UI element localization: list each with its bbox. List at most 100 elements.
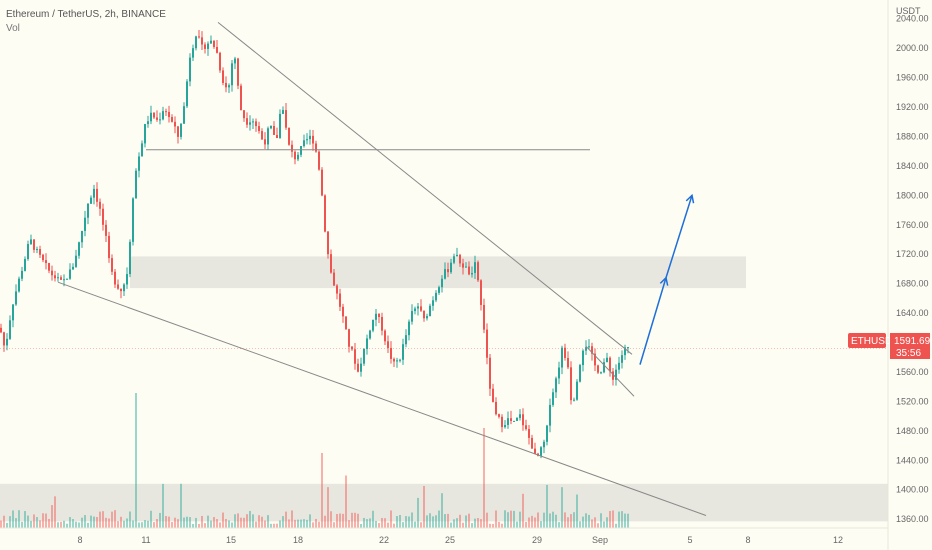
volume-bar [456, 518, 458, 528]
volume-bar [423, 486, 425, 528]
projection-arrow-2[interactable] [665, 193, 695, 279]
volume-bar [210, 520, 212, 528]
x-tick-label: 5 [687, 535, 692, 545]
volume-bar [291, 510, 293, 528]
candle [9, 315, 11, 341]
volume-bar [60, 521, 62, 528]
candle [129, 239, 131, 278]
volume-bar [228, 520, 230, 528]
volume-bar [303, 519, 305, 528]
candle [561, 345, 563, 375]
y-axis-unit: USDT [896, 6, 921, 16]
volume-bar [393, 523, 395, 528]
volume-bar [297, 519, 299, 528]
candle [390, 341, 392, 364]
volume-bar [621, 511, 623, 528]
candle [600, 371, 602, 375]
volume-bar [378, 523, 380, 528]
volume-bar [576, 494, 578, 528]
trendline-0[interactable] [217, 22, 633, 355]
volume-bar [507, 512, 509, 528]
volume-bar [261, 516, 263, 528]
volume-bar [234, 514, 236, 528]
x-tick-label: 22 [379, 535, 389, 545]
volume-bar [519, 511, 521, 528]
candle [240, 83, 242, 111]
volume-bar [39, 520, 41, 528]
volume-bar [588, 514, 590, 528]
candle [192, 44, 194, 61]
volume-bar [147, 520, 149, 528]
volume-bar [216, 519, 218, 528]
candle [93, 184, 95, 205]
candle [465, 262, 467, 268]
volume-bar [327, 487, 329, 528]
candle [372, 319, 374, 333]
volume-bar [300, 519, 302, 528]
candle [21, 266, 23, 282]
y-axis[interactable]: USDT 2040.00 2000.00 1960.00 1920.00 1880.00… [896, 6, 929, 524]
volume-bar [36, 517, 38, 528]
candle [318, 150, 320, 171]
volume-bar [309, 514, 311, 528]
volume-bar [0, 520, 2, 528]
y-tick-label: 1440.00 [896, 455, 929, 465]
volume-bar [618, 511, 620, 528]
last-price-tag: ETHUSDT 1591.69 35:56 [848, 333, 931, 359]
candle [519, 409, 521, 421]
volume-bar [594, 517, 596, 528]
candle [243, 110, 245, 122]
y-tick-label: 1840.00 [896, 161, 929, 171]
y-tick-label: 1880.00 [896, 131, 929, 141]
volume-bar [141, 522, 143, 528]
candle [195, 35, 197, 51]
candle [78, 241, 80, 259]
candle [531, 434, 533, 449]
volume-bar [318, 521, 320, 528]
candle [369, 329, 371, 340]
volume-bar [426, 515, 428, 528]
volume-bar [219, 522, 221, 528]
symbol-title: Ethereum / TetherUS, 2h, BINANCE [6, 9, 166, 20]
volume-bar [249, 510, 251, 528]
candle [432, 296, 434, 311]
x-tick-label: Sep [592, 535, 608, 545]
volume-bar [408, 516, 410, 528]
y-tick-label: 1640.00 [896, 308, 929, 318]
candle [453, 253, 455, 265]
x-axis[interactable]: 8 11 15 18 22 25 29 Sep 5 8 12 [77, 535, 843, 545]
trendline-1[interactable] [57, 281, 707, 516]
volume-bar [375, 520, 377, 528]
volume-bar [360, 523, 362, 528]
candle [66, 278, 68, 280]
volume-bar [492, 523, 494, 528]
candle [534, 442, 536, 455]
candle [426, 313, 428, 321]
candle [417, 302, 419, 316]
volume-bar [573, 512, 575, 528]
candle [378, 313, 380, 324]
volume-bar [558, 522, 560, 528]
volume-bar [453, 519, 455, 528]
candle [282, 106, 284, 115]
candle [423, 310, 425, 322]
candle [57, 272, 59, 282]
volume-bar [132, 520, 134, 528]
candle [264, 132, 266, 149]
candle [291, 140, 293, 158]
volume-bar [420, 522, 422, 528]
volume-bar [351, 512, 353, 528]
volume-label: Vol [6, 23, 20, 34]
volume-bar [417, 497, 419, 528]
volume-bar [450, 522, 452, 528]
volume-bar [273, 523, 275, 528]
candle [0, 323, 2, 334]
zone-1 [0, 483, 888, 522]
projection-arrow-1[interactable] [639, 276, 669, 365]
volume-bar [606, 517, 608, 528]
volume-bar [567, 517, 569, 528]
volume-bar [111, 511, 113, 528]
trendline-2[interactable] [585, 345, 635, 397]
volume-bar [237, 513, 239, 528]
